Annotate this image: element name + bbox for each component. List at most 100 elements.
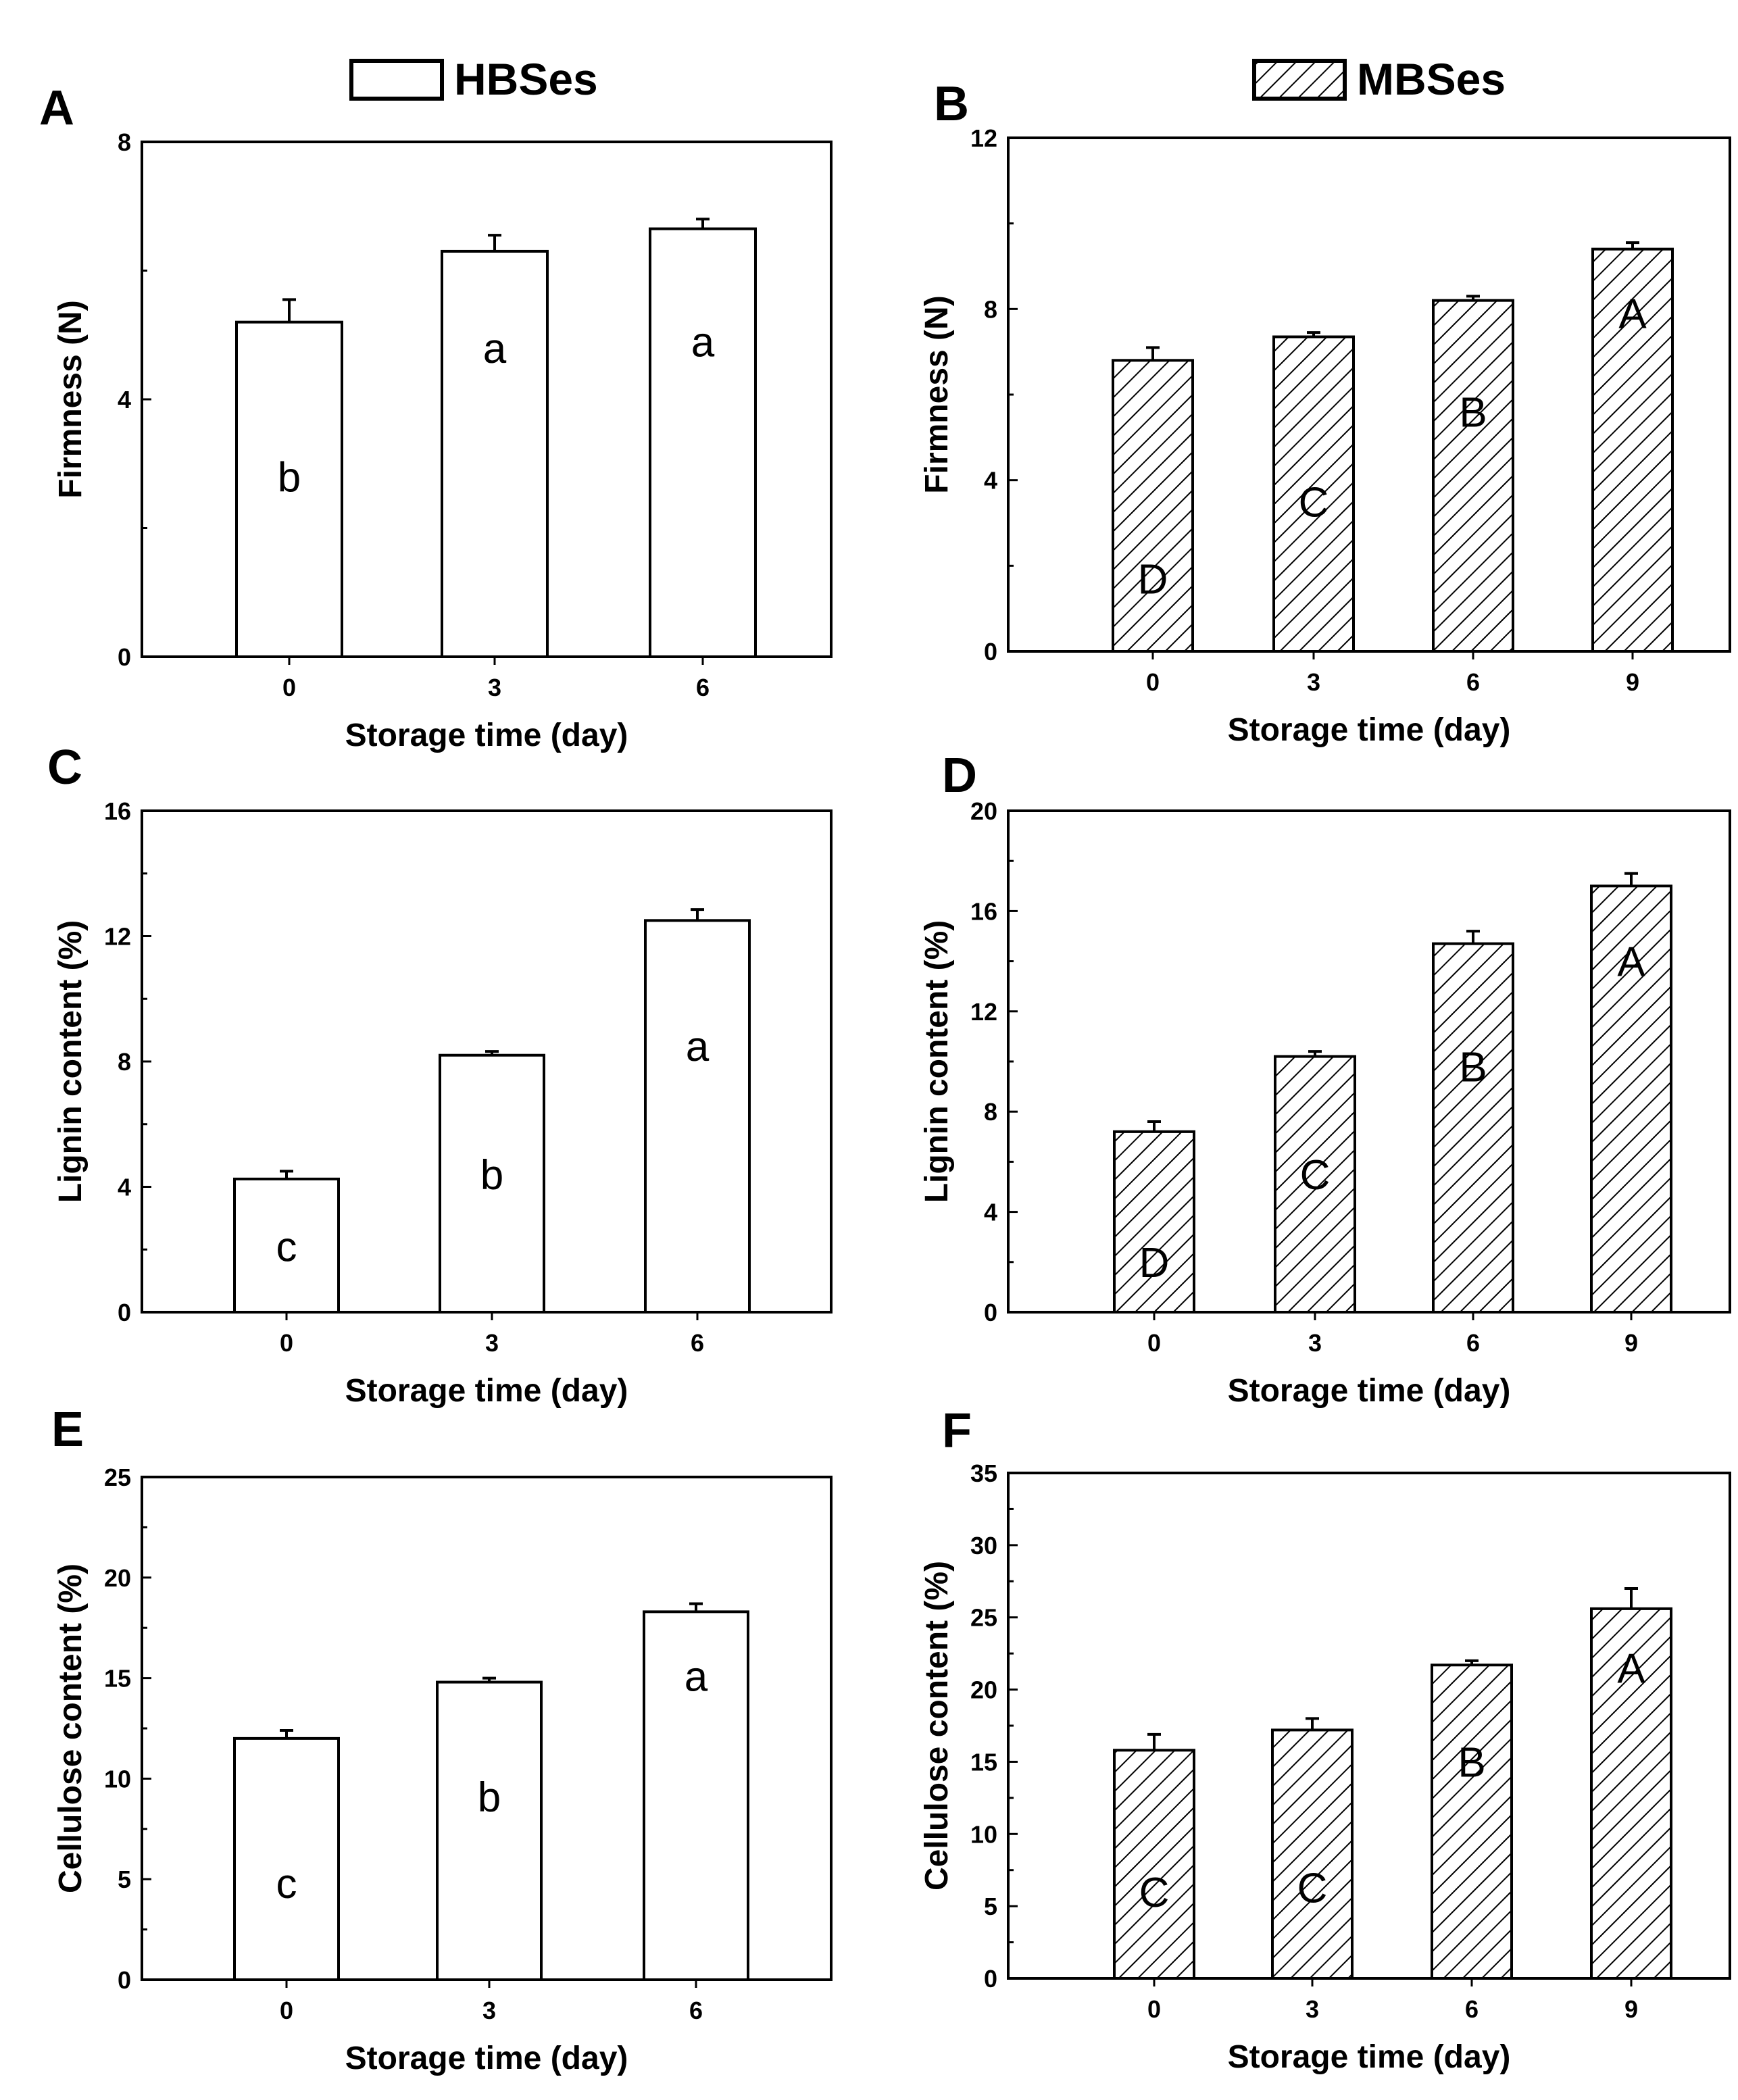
x-tick-label: 9 bbox=[1624, 1329, 1638, 1357]
x-tick-label: 3 bbox=[1307, 668, 1320, 696]
significance-letter: b bbox=[478, 1774, 501, 1821]
x-tick-label: 3 bbox=[485, 1329, 499, 1357]
x-tick-label: 9 bbox=[1624, 1995, 1638, 2023]
y-tick-label: 30 bbox=[970, 1532, 997, 1559]
panel-a: Ab a a 0 4 8 0 3 6 Storage time (day) Firmness (N) bbox=[39, 81, 833, 753]
x-tick-label: 0 bbox=[280, 1997, 293, 2024]
y-tick-label: 5 bbox=[984, 1893, 997, 1920]
significance-letter: c bbox=[276, 1224, 297, 1271]
significance-letter: D bbox=[1139, 1240, 1170, 1286]
bar bbox=[1274, 1055, 1356, 1314]
significance-letter: C bbox=[1300, 1152, 1331, 1199]
y-tick-label: 5 bbox=[118, 1866, 131, 1893]
x-tick-label: 0 bbox=[1147, 1329, 1161, 1357]
y-tick-label: 4 bbox=[984, 467, 997, 495]
bar bbox=[1432, 299, 1514, 653]
y-tick-label: 10 bbox=[104, 1765, 131, 1793]
panel-label: E bbox=[51, 1403, 84, 1457]
legend-label-hbses: HBSes bbox=[454, 54, 598, 104]
y-tick-label: 12 bbox=[970, 998, 997, 1026]
y-tick-label: 8 bbox=[118, 1048, 131, 1076]
significance-letter: C bbox=[1299, 479, 1329, 526]
bar bbox=[643, 1610, 749, 1982]
significance-letter: b bbox=[480, 1152, 503, 1199]
significance-letter: A bbox=[1617, 939, 1645, 986]
panel-label: B bbox=[934, 77, 969, 131]
bar bbox=[1432, 942, 1514, 1314]
legend-hbses: HBSes bbox=[349, 54, 598, 104]
bar bbox=[235, 320, 343, 658]
bar bbox=[1271, 1728, 1354, 1980]
y-tick-label: 10 bbox=[970, 1820, 997, 1848]
bar bbox=[441, 249, 549, 658]
y-axis-title: Firmness (N) bbox=[53, 300, 89, 498]
y-tick-label: 4 bbox=[118, 386, 131, 414]
y-tick-label: 4 bbox=[984, 1199, 997, 1226]
panel-label: F bbox=[942, 1404, 972, 1458]
y-axis-title: Firmness (N) bbox=[919, 295, 955, 493]
bar bbox=[1591, 247, 1674, 653]
bar bbox=[233, 1736, 340, 1981]
bar bbox=[233, 1177, 340, 1314]
legend-swatch-hatched bbox=[1252, 59, 1347, 101]
x-tick-label: 6 bbox=[691, 1329, 704, 1357]
significance-letter: a bbox=[483, 326, 507, 372]
x-tick-label: 3 bbox=[1306, 1995, 1319, 2023]
significance-letter: C bbox=[1297, 1865, 1328, 1911]
significance-letter: A bbox=[1617, 1646, 1645, 1693]
x-tick-label: 6 bbox=[1466, 1329, 1480, 1357]
x-tick-label: 9 bbox=[1626, 668, 1639, 696]
y-axis-title: Lignin content (%) bbox=[53, 920, 89, 1203]
y-tick-label: 0 bbox=[118, 1966, 131, 1994]
x-tick-label: 0 bbox=[1146, 668, 1160, 696]
panel-b: B D C B A 0 4 8 12 0 3 6 9 Storage time (day) Firmness… bbox=[919, 77, 1731, 748]
panel-d: D D C B A 0 4 8 12 16 20 0 3 6 9 Storage time (day) Lign… bbox=[919, 749, 1731, 1409]
panel-c: Cc b a 0 4 8 12 16 0 3 6 Storage time (day) Lignin c… bbox=[47, 741, 833, 1409]
x-axis-title: Storage time (day) bbox=[1228, 1373, 1511, 1409]
x-tick-label: 6 bbox=[696, 674, 710, 701]
y-tick-label: 15 bbox=[970, 1748, 997, 1776]
x-tick-label: 3 bbox=[488, 674, 501, 701]
significance-letter: a bbox=[691, 319, 715, 366]
legend-label-mbses: MBSes bbox=[1357, 54, 1506, 104]
y-axis-title: Cellulose content (%) bbox=[919, 1561, 955, 1891]
y-tick-label: 16 bbox=[104, 797, 131, 825]
legend-swatch-open bbox=[349, 59, 444, 101]
significance-letter: B bbox=[1459, 1044, 1487, 1091]
panel-label: A bbox=[39, 81, 74, 135]
y-tick-label: 25 bbox=[104, 1464, 131, 1491]
significance-letter: D bbox=[1138, 556, 1168, 603]
significance-letter: a bbox=[685, 1654, 708, 1701]
y-axis-title: Cellulose content (%) bbox=[53, 1564, 89, 1893]
bar bbox=[439, 1053, 545, 1314]
x-axis-title: Storage time (day) bbox=[345, 1373, 628, 1409]
y-tick-label: 0 bbox=[984, 1965, 997, 1993]
y-tick-label: 12 bbox=[970, 124, 997, 152]
bar bbox=[644, 919, 751, 1314]
bar bbox=[1590, 884, 1672, 1314]
y-tick-label: 20 bbox=[970, 797, 997, 825]
significance-letter: A bbox=[1618, 291, 1647, 338]
bar bbox=[1113, 1749, 1195, 1980]
panel-e: Ec b a 0 5 10 15 20 25 0 3 6 Storage time (day) Cellu… bbox=[51, 1403, 833, 2076]
bar bbox=[649, 227, 757, 658]
significance-letter: b bbox=[278, 454, 301, 501]
bar bbox=[1113, 1130, 1195, 1314]
panel-label: D bbox=[942, 749, 977, 803]
x-tick-label: 0 bbox=[280, 1329, 293, 1357]
y-tick-label: 16 bbox=[970, 897, 997, 925]
y-tick-label: 0 bbox=[984, 638, 997, 666]
y-tick-label: 8 bbox=[984, 295, 997, 323]
bar bbox=[1272, 335, 1355, 653]
x-tick-label: 3 bbox=[482, 1997, 496, 2024]
x-tick-label: 0 bbox=[1147, 1995, 1161, 2023]
panels: Ab a a 0 4 8 0 3 6 Storage time (day) Firmness (N)… bbox=[39, 77, 1731, 2076]
x-tick-label: 0 bbox=[282, 674, 296, 701]
panel-f: F C C B A 0 5 10 15 20 25 30 35 0 3 6 9 Storage time (day… bbox=[919, 1404, 1731, 2075]
x-axis-title: Storage time (day) bbox=[1228, 712, 1511, 748]
y-tick-label: 0 bbox=[118, 643, 131, 671]
significance-letter: c bbox=[276, 1861, 297, 1907]
y-tick-label: 12 bbox=[104, 923, 131, 951]
significance-letter: a bbox=[686, 1024, 710, 1070]
